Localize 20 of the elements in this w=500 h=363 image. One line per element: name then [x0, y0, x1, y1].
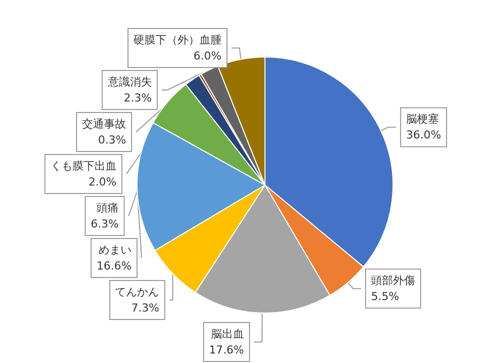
slice-label: 硬膜下（外）血腫: [133, 34, 222, 46]
data-label: 7.3%: [131, 302, 160, 314]
slice-label: くも膜下出血: [50, 160, 116, 172]
data-label: 5.5%: [371, 290, 400, 304]
slice-label: めまい: [98, 244, 132, 256]
slice-label: 脳出血: [211, 328, 244, 340]
slice-label: 脳梗塞: [406, 112, 440, 126]
data-label: 0.3%: [98, 134, 126, 146]
slice-label: 頭痛: [96, 202, 119, 214]
data-label: 16.6%: [96, 260, 132, 272]
data-label: 17.6%: [209, 344, 244, 356]
slice-label: 意識消失: [106, 76, 152, 88]
data-label: 6.0%: [194, 50, 222, 62]
slice-label: てんかん: [115, 286, 160, 298]
data-label: 6.3%: [90, 218, 119, 230]
data-label: 2.3%: [124, 92, 152, 104]
data-label: 2.0%: [88, 176, 116, 188]
data-label: 36.0%: [406, 128, 442, 142]
slice-label: 頭部外傷: [371, 274, 416, 288]
slice-label: 交通事故: [82, 118, 126, 130]
